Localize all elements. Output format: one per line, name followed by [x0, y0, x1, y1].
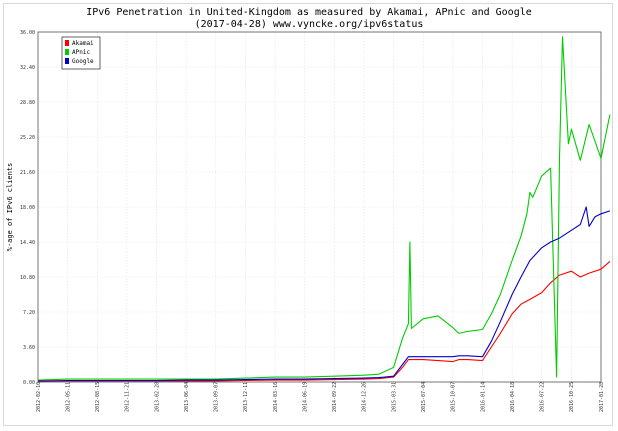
y-tick-label: 14.40	[20, 240, 35, 246]
legend-label-google: Google	[72, 58, 94, 65]
x-tick-label: 2012-05-11	[65, 382, 71, 412]
y-tick-label: 25.20	[20, 135, 35, 141]
y-tick-label: 3.60	[23, 345, 35, 351]
series-line-apnic	[37, 36, 611, 381]
x-tick-label: 2016-10-25	[569, 382, 575, 412]
legend-label-akamai: Akamai	[72, 40, 94, 47]
x-tick-label: 2015-07-04	[421, 382, 427, 412]
y-tick-label: 32.40	[20, 65, 35, 71]
y-tick-label: 7.20	[23, 310, 35, 316]
y-tick-label: 21.60	[20, 170, 35, 176]
x-tick-label: 2016-01-14	[480, 382, 486, 412]
x-tick-label: 2012-02-10	[36, 382, 42, 412]
chart-subtitle: (2017-04-28) www.vyncke.org/ipv6status	[194, 19, 424, 30]
chart-title: IPv6 Penetration in United-Kingdom as me…	[86, 7, 532, 18]
x-tick-label: 2015-10-07	[451, 382, 457, 412]
plot-border	[37, 31, 602, 383]
y-tick-label: 28.80	[20, 100, 35, 106]
y-axis-label: %-age of IPv6 clients	[6, 163, 14, 252]
x-tick-label: 2016-07-22	[540, 382, 546, 412]
x-tick-label: 2013-06-04	[184, 382, 190, 412]
x-tick-label: 2013-09-07	[214, 382, 220, 412]
x-tick-label: 2014-09-22	[332, 382, 338, 412]
y-tick-label: 18.00	[20, 205, 35, 211]
x-tick-label: 2012-11-21	[125, 382, 131, 412]
legend-swatch-apnic	[65, 49, 69, 55]
x-tick-label: 2013-12-11	[243, 382, 249, 412]
x-tick-label: 2015-03-31	[391, 382, 397, 412]
x-tick-label: 2014-12-26	[362, 382, 368, 412]
legend-swatch-akamai	[65, 40, 69, 46]
x-tick-label: 2016-04-18	[510, 382, 516, 412]
y-tick-label: 0.00	[23, 380, 35, 386]
y-tick-label: 36.00	[20, 30, 35, 36]
y-tick-label: 10.80	[20, 275, 35, 281]
x-tick-label: 2013-02-28	[154, 382, 160, 412]
x-tick-label: 2012-08-15	[95, 382, 101, 412]
legend-swatch-google	[65, 58, 69, 64]
x-tick-label: 2014-03-16	[273, 382, 279, 412]
series-line-google	[37, 206, 611, 382]
legend-label-apnic: APnic	[72, 49, 90, 56]
x-tick-label: 2017-01-28	[599, 382, 605, 412]
x-tick-label: 2014-06-19	[302, 382, 308, 412]
